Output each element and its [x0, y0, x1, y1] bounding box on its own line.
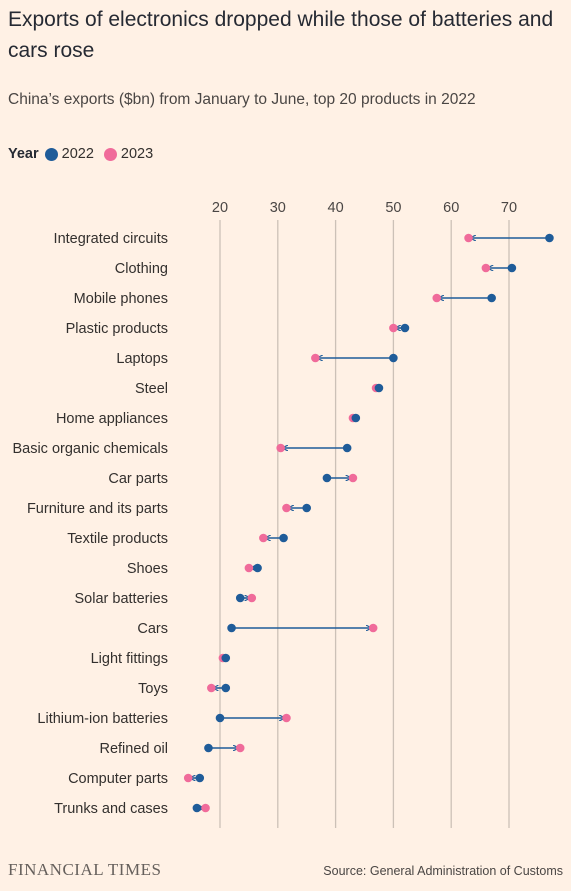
point-2022: [545, 233, 554, 243]
x-tick-label-40: 40: [328, 200, 344, 216]
point-2023: [183, 773, 193, 783]
point-2022: [227, 623, 236, 633]
source-note: Source: General Administration of Custom…: [323, 864, 563, 878]
category-label: Basic organic chemicals: [12, 441, 168, 457]
row-cars: Cars: [137, 621, 378, 637]
point-2022: [192, 803, 202, 813]
category-label: Textile products: [67, 531, 168, 547]
point-2022: [235, 593, 245, 603]
point-2022: [389, 353, 398, 363]
category-label: Steel: [135, 381, 168, 397]
point-2022: [215, 713, 225, 723]
category-label: Mobile phones: [74, 291, 168, 307]
dot-arrow-chart: 20 30 40 50 60 70 Integrated circuits Clothing…: [12, 200, 554, 828]
row-shoes: Shoes: [127, 561, 262, 577]
point-2022: [221, 683, 231, 693]
category-label: Solar batteries: [75, 591, 169, 607]
x-tick-label-20: 20: [212, 200, 228, 216]
point-2023: [368, 623, 378, 633]
ft-logo: FINANCIAL TIMES: [8, 860, 162, 879]
row-laptops: Laptops: [116, 351, 398, 367]
x-tick-label-30: 30: [270, 200, 286, 216]
row-light-fittings: Light fittings: [91, 651, 231, 667]
x-tick-label-50: 50: [385, 200, 401, 216]
row-mobile-phones: Mobile phones: [74, 291, 496, 307]
point-2022: [507, 263, 517, 273]
point-2023: [481, 263, 491, 273]
point-2022: [204, 743, 213, 753]
legend-label-2022: 2022: [61, 146, 94, 162]
point-2023: [389, 323, 398, 333]
category-label: Lithium-ion batteries: [37, 711, 168, 727]
row-computer-parts: Computer parts: [68, 771, 205, 787]
row-trunks-and-cases: Trunks and cases: [54, 801, 210, 817]
category-label: Furniture and its parts: [27, 501, 168, 517]
chart-title: Exports of electronics dropped while tho…: [8, 8, 554, 62]
point-2023: [244, 563, 254, 573]
point-2023: [235, 743, 245, 753]
category-label: Home appliances: [56, 411, 168, 427]
point-2023: [464, 233, 473, 243]
category-label: Car parts: [108, 471, 168, 487]
point-2023: [247, 593, 257, 603]
row-basic-organic-chemicals: Basic organic chemicals: [12, 441, 352, 457]
x-tick-label-70: 70: [501, 200, 517, 216]
legend: Year 2022 2023: [8, 146, 163, 162]
category-label: Computer parts: [68, 771, 168, 787]
point-2022: [400, 323, 410, 333]
category-label: Shoes: [127, 561, 168, 577]
row-textile-products: Textile products: [67, 531, 288, 547]
row-integrated-circuits: Integrated circuits: [54, 231, 554, 247]
point-2022: [279, 533, 288, 543]
chart-subtitle: China’s exports ($bn) from January to Ju…: [8, 91, 476, 108]
row-lithium-ion-batteries: Lithium-ion batteries: [37, 711, 291, 727]
point-2023: [282, 503, 291, 513]
point-2022: [322, 473, 332, 483]
row-car-parts: Car parts: [108, 471, 358, 487]
legend-label-2023: 2023: [120, 146, 154, 162]
category-label: Laptops: [116, 351, 168, 367]
point-2022: [342, 443, 352, 453]
point-2022: [302, 503, 312, 513]
category-label: Plastic products: [66, 321, 168, 337]
category-label: Refined oil: [99, 741, 168, 757]
point-2023: [207, 683, 216, 693]
row-toys: Toys: [138, 681, 231, 697]
point-2022: [195, 773, 205, 783]
point-2022: [253, 563, 262, 573]
legend-dot-2023-icon: [103, 147, 117, 161]
point-2023: [259, 533, 268, 543]
point-2023: [432, 293, 442, 303]
row-furniture-and-its-parts: Furniture and its parts: [27, 501, 312, 517]
legend-title: Year: [8, 146, 39, 162]
point-2022: [351, 413, 361, 423]
legend-item-2022: 2022: [44, 146, 94, 162]
category-label: Integrated circuits: [54, 231, 168, 247]
row-clothing: Clothing: [115, 261, 517, 277]
legend-item-2023: 2023: [103, 146, 154, 162]
row-plastic-products: Plastic products: [66, 321, 410, 337]
point-2023: [201, 803, 210, 813]
point-2023: [276, 443, 285, 453]
category-label: Light fittings: [91, 651, 168, 667]
x-tick-label-60: 60: [443, 200, 459, 216]
point-2023: [311, 353, 320, 363]
row-steel: Steel: [135, 381, 384, 397]
row-home-appliances: Home appliances: [56, 411, 361, 427]
category-label: Trunks and cases: [54, 801, 168, 817]
legend-dot-2022-icon: [44, 147, 58, 161]
row-solar-batteries: Solar batteries: [75, 591, 257, 607]
category-label: Clothing: [115, 261, 168, 277]
category-label: Toys: [138, 681, 168, 697]
point-2023: [282, 713, 291, 723]
row-refined-oil: Refined oil: [99, 741, 245, 757]
point-2022: [487, 293, 496, 303]
category-label: Cars: [137, 621, 168, 637]
point-2023: [348, 473, 358, 483]
